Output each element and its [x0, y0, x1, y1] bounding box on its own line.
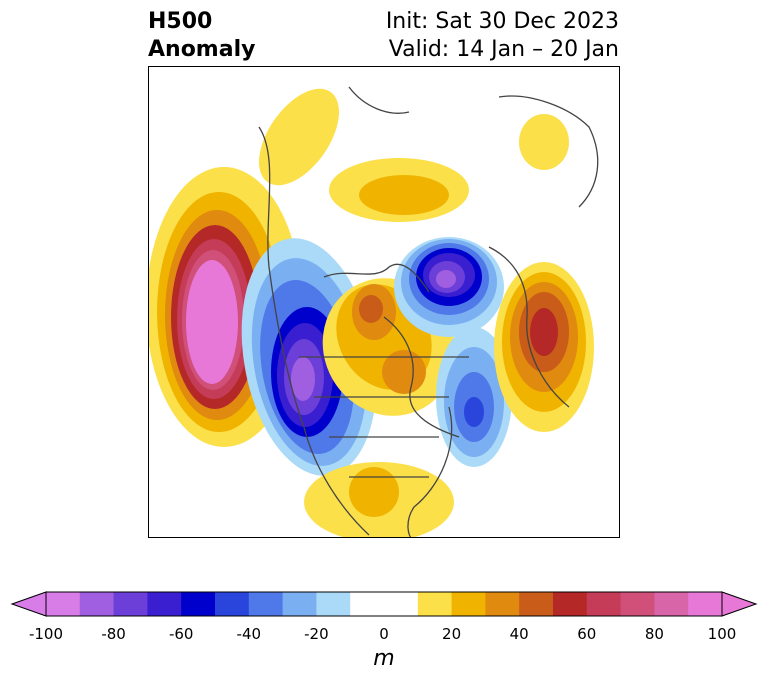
colorbar-segment: [215, 592, 250, 616]
arctic-ridge: [329, 158, 469, 222]
colorbar-segment: [248, 592, 284, 616]
arctic-trough: [394, 237, 504, 337]
colorbar-high-extend: [721, 591, 758, 617]
colorbar-segments: [46, 592, 723, 616]
colorbar-frame: [45, 591, 723, 617]
colorbar-segment: [282, 592, 317, 616]
colorbar-segment: [688, 592, 723, 616]
colorbar-segment: [417, 592, 453, 616]
anomaly-subtitle: Anomaly: [148, 37, 256, 62]
southeast-ridge: [304, 462, 454, 537]
colorbar-segment: [553, 592, 588, 616]
atlantic-trough: [436, 327, 512, 467]
colorbar-segment: [181, 592, 216, 616]
map-canvas: [149, 86, 599, 537]
init-date: Init: Sat 30 Dec 2023: [385, 9, 619, 34]
colorbar-segment: [46, 592, 81, 616]
tick-label: -40: [236, 625, 262, 643]
tick-label: 20: [442, 625, 462, 643]
tick-label: -80: [101, 625, 126, 643]
colorbar-segment: [654, 592, 689, 616]
date-block: Init: Sat 30 Dec 2023 Valid: 14 Jan – 20…: [386, 8, 619, 64]
colorbar-segment: [79, 592, 115, 616]
colorbar-segment: [147, 592, 182, 616]
colorbar-segment: [485, 592, 520, 616]
colorbar-segment: [113, 592, 148, 616]
variable-title: H500: [148, 9, 213, 34]
tick-label: 60: [577, 625, 597, 643]
colorbar-segment: [586, 592, 622, 616]
tick-label: 100: [707, 625, 737, 643]
tick-label: 40: [509, 625, 529, 643]
colorbar-segment: [451, 592, 486, 616]
europe-ridge: [494, 114, 594, 432]
colorbar-segment: [316, 592, 351, 616]
title-block: H500 Anomaly: [148, 8, 255, 64]
tick-label: -60: [168, 625, 194, 643]
colorbar-segment: [519, 592, 554, 616]
colorbar-segment: [620, 592, 655, 616]
valid-range: Valid: 14 Jan – 20 Jan: [388, 37, 619, 62]
tick-label: 80: [644, 625, 664, 643]
tick-label: 0: [379, 625, 389, 643]
colorbar-segment: [384, 592, 419, 616]
colorbar-segment: [350, 592, 385, 616]
anomaly-map: [148, 66, 620, 538]
tick-label: -20: [304, 625, 329, 643]
colorbar: [10, 591, 758, 617]
unit-label: m: [373, 646, 395, 671]
colorbar-low-extend: [10, 591, 47, 617]
tick-label: -100: [28, 625, 64, 643]
coastlines: [258, 86, 599, 537]
